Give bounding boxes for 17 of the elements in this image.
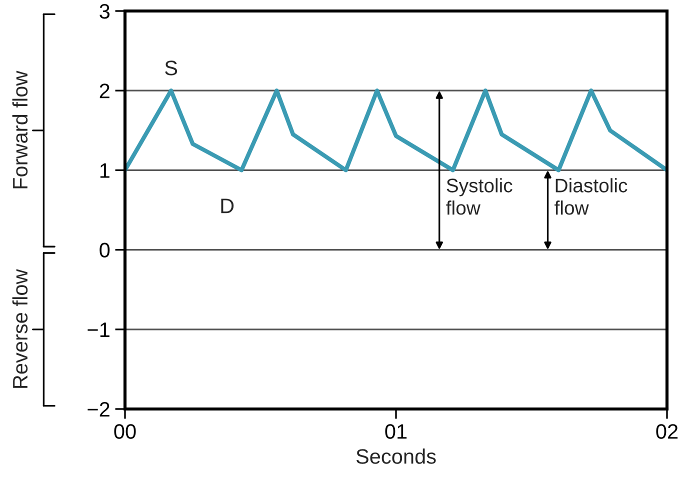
y-tick-label: −2: [88, 402, 110, 417]
text: Forward flow: [12, 70, 28, 188]
annotation: Diastolic flow: [554, 178, 628, 215]
y-tick-label: 0: [100, 242, 110, 258]
x-tick-label: 00: [114, 424, 136, 439]
y-tick-label: 1: [100, 163, 110, 178]
x-tick-label: 02: [656, 424, 678, 439]
line-series: [125, 88, 667, 172]
annotation: D: [221, 198, 234, 214]
y-tick-label: 3: [100, 4, 110, 19]
annotation: Systolic flow: [446, 178, 512, 215]
x-tick-label: 01: [385, 424, 407, 439]
annotation: S: [165, 60, 178, 76]
x-axis-title: Seconds: [356, 448, 436, 464]
y-tick-label: −1: [88, 322, 110, 337]
text: Reverse flow: [12, 269, 28, 388]
y-tick-label: 2: [100, 84, 110, 98]
